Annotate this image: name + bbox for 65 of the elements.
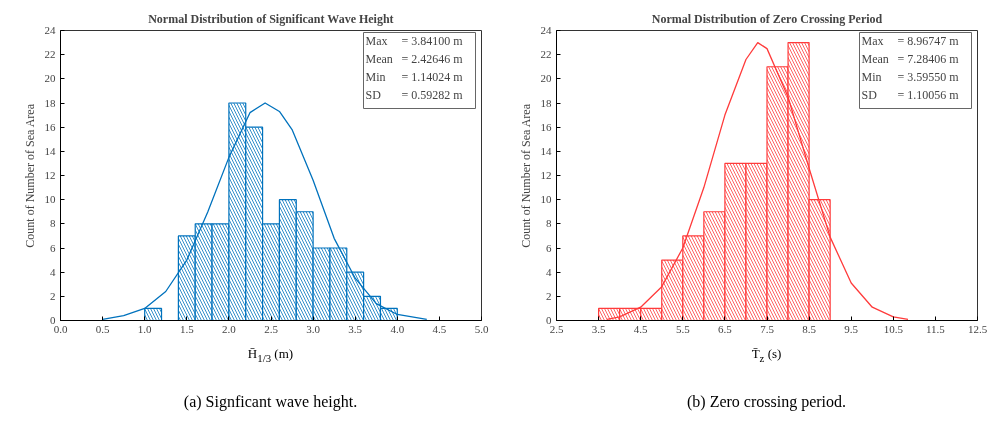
x-tick-label: 4.5 <box>633 322 649 335</box>
x-tick-label: 0.5 <box>95 322 110 335</box>
x-tick-label: 3.5 <box>591 322 606 335</box>
y-tick-label: 24 <box>540 24 552 36</box>
y-tick-label: 20 <box>44 72 56 85</box>
y-tick-label: 4 <box>50 265 56 278</box>
y-tick-label: 12 <box>44 169 56 181</box>
y-tick-label: 10 <box>540 193 552 206</box>
x-axis-title: T̄$_{z}$ (s) <box>750 345 783 366</box>
y-tick-label: 14 <box>540 144 552 157</box>
x-tick-label: 2.5 <box>264 322 279 335</box>
chart-title: Normal Distribution of Zero Crossing Period <box>651 11 883 26</box>
y-tick-label: 22 <box>44 48 56 61</box>
line-series <box>101 102 428 320</box>
y-tick-label: 6 <box>50 241 56 254</box>
y-tick-label: 22 <box>540 48 552 61</box>
x-tick-label: 9.5 <box>844 322 859 335</box>
x-tick-label: 3.0 <box>306 322 321 335</box>
y-tick-label: 0 <box>50 314 56 326</box>
text: Min = 1.14024 m <box>365 69 463 84</box>
y-tick-label: 0 <box>546 314 552 326</box>
chart-title: Normal Distribution of Significant Wave Height <box>148 11 394 26</box>
y-axis-title: Count of Number of Sea Area <box>22 103 37 248</box>
y-tick-label: 2 <box>50 289 56 302</box>
x-tick-label: 5.5 <box>675 322 691 335</box>
x-axis-title: H̄$_{1/3}$ (m) <box>246 345 295 366</box>
annotation: Mean = 2.42646 m <box>365 51 464 66</box>
y-tick-label: 6 <box>546 241 552 254</box>
x-tick-label: 1.5 <box>179 322 195 335</box>
annotation: Mean = 7.28406 m <box>861 51 960 66</box>
y-tick-label: 8 <box>50 217 56 230</box>
x-tick-label: 8.5 <box>802 322 817 335</box>
y-tick-label: 14 <box>44 144 56 157</box>
x-tick-label: 10.5 <box>883 322 904 335</box>
x-tick-label: 2.0 <box>222 322 237 335</box>
y-tick-label: 18 <box>44 96 56 109</box>
x-tick-label: 12.5 <box>967 322 988 335</box>
y-tick-label: 8 <box>546 217 552 230</box>
x-tick-label: 4.5 <box>432 322 447 335</box>
y-axis-title: Count of Number of Sea Area <box>518 103 533 248</box>
y-tick-label: 12 <box>540 169 552 181</box>
y-tick-label: 4 <box>546 265 552 278</box>
x-tick-label: 7.5 <box>760 322 775 335</box>
x-tick-label: 4.0 <box>390 322 405 335</box>
x-tick-label: 5.0 <box>474 322 489 335</box>
y-tick-label: 24 <box>44 24 56 36</box>
text: (b) Zero crossing period. <box>685 392 848 413</box>
y-tick-label: 16 <box>540 120 552 133</box>
y-tick-label: 18 <box>540 96 552 109</box>
x-tick-label: 6.5 <box>718 322 733 335</box>
y-tick-label: 2 <box>546 289 552 302</box>
x-tick-label: 11.5 <box>925 322 946 335</box>
x-tick-label: 0.0 <box>53 322 68 335</box>
text: Min = 3.59550 m <box>861 69 959 84</box>
x-tick-label: 2.5 <box>549 322 564 335</box>
x-tick-label: 3.5 <box>348 322 363 335</box>
annotation: Max = 3.84100 m <box>365 33 464 48</box>
text: (a) Signficant wave height. <box>182 392 359 413</box>
text: SD = 0.59282 m <box>365 87 463 102</box>
x-tick-label: 1.0 <box>137 322 153 335</box>
y-tick-label: 10 <box>44 193 56 206</box>
annotation: Max = 8.96747 m <box>861 33 960 48</box>
y-tick-label: 20 <box>540 72 552 85</box>
y-tick-label: 16 <box>44 120 56 133</box>
text: SD = 1.10056 m <box>861 87 959 102</box>
